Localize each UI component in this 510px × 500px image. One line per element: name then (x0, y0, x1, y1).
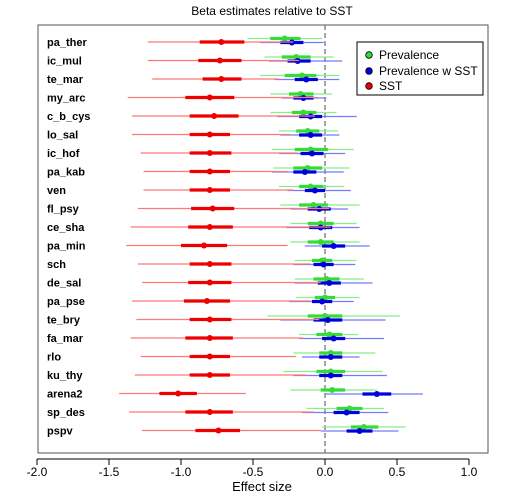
row-label-arena2: arena2 (47, 389, 82, 401)
point-prevalence-w-sst-arena2 (373, 391, 380, 397)
row-label-ven: ven (47, 185, 66, 197)
point-prevalence-fl-psy (310, 202, 317, 208)
point-prevalence-w-sst-te-mar (303, 76, 310, 83)
x-axis-label: Effect size (232, 479, 292, 494)
x-tick-label-1: -1.5 (99, 465, 120, 479)
point-sst-fa-mar (206, 335, 213, 341)
point-sst-de-sal (206, 279, 213, 286)
point-prevalence-te-mar (298, 72, 305, 79)
x-tick-label-3: -0.5 (243, 465, 264, 479)
point-sst-pa-kab (206, 168, 213, 175)
plot-area: pa_ther ic_mul te_mar my_arc c_b_cys lo_salic… (47, 25, 423, 453)
point-prevalence-w-sst-pa-min (330, 243, 337, 249)
point-sst-pa-ther (218, 39, 225, 45)
point-prevalence-w-sst-pa-kab (301, 169, 308, 175)
point-sst-ven (206, 187, 213, 193)
x-tick-label-0: -2.0 (27, 465, 48, 479)
point-prevalence-w-sst-ven (311, 187, 318, 194)
row-label-sch: sch (47, 259, 66, 271)
point-sst-sp-des (206, 409, 213, 415)
point-prevalence-w-sst-fa-mar (330, 335, 337, 342)
point-sst-ku-thy (206, 372, 213, 378)
legend-box (356, 41, 484, 96)
row-label-fl-psy: fl_psy (47, 204, 80, 216)
point-prevalence-w-sst-pspv (356, 428, 363, 434)
point-sst-te-bry (206, 316, 213, 323)
point-sst-te-mar (218, 76, 225, 82)
row-label-te-mar: te_mar (47, 74, 84, 86)
row-label-pa-ther: pa_ther (47, 37, 87, 49)
point-sst-ic-hof (206, 150, 213, 156)
point-sst-sch (206, 261, 213, 267)
point-prevalence-pspv (360, 424, 367, 430)
point-prevalence-w-sst-lo-sal (307, 132, 314, 138)
row-label-my-arc: my_arc (47, 93, 86, 105)
row-label-pa-pse: pa_pse (47, 296, 85, 308)
point-prevalence-w-sst-sch (320, 261, 327, 268)
legend-label-prevalence-w-sst: Prevalence w SST (379, 64, 478, 78)
point-prevalence-w-sst-ic-hof (309, 150, 316, 157)
x-tick-label-6: 1.0 (461, 465, 478, 479)
plot-frame (37, 24, 489, 454)
x-tick-label-5: 0.5 (389, 465, 406, 479)
row-label-lo-sal: lo_sal (47, 130, 78, 142)
point-sst-my-arc (206, 94, 213, 101)
row-label-pa-min: pa_min (47, 241, 86, 253)
row-label-ic-hof: ic_hof (47, 148, 80, 160)
row-label-c-b-cys: c_b_cys (47, 111, 90, 123)
row-label-rlo: rlo (47, 352, 61, 364)
row-label-ic-mul: ic_mul (47, 56, 82, 68)
row-label-ku-thy: ku_thy (47, 370, 83, 382)
point-prevalence-w-sst-de-sal (326, 280, 333, 286)
legend-marker-prevalence (365, 51, 373, 59)
x-axis: -2.0 -1.5 -1.0 -0.5 0.0 0.5 1.0 (27, 458, 478, 479)
x-tick-label-4: 0.0 (317, 465, 334, 479)
legend-label-prevalence: Prevalence (379, 48, 439, 62)
row-label-de-sal: de_sal (47, 278, 81, 290)
point-sst-lo-sal (206, 131, 213, 138)
row-label-ce-sha: ce_sha (47, 222, 85, 234)
point-prevalence-w-sst-rlo (327, 354, 334, 360)
legend: Prevalence Prevalence w SST SST (356, 41, 484, 96)
row-label-pspv: pspv (47, 426, 74, 438)
point-prevalence-fa-mar (326, 331, 333, 338)
row-label-te-bry: te_bry (47, 315, 81, 327)
point-sst-pspv (215, 427, 222, 434)
legend-label-sst: SST (379, 79, 403, 93)
point-sst-arena2 (175, 390, 182, 397)
point-prevalence-w-sst-sp-des (343, 409, 350, 416)
row-label-pa-kab: pa_kab (47, 167, 85, 179)
point-sst-pa-min (201, 242, 208, 249)
point-sst-rlo (206, 353, 213, 360)
point-prevalence-c-b-cys (300, 109, 307, 116)
point-sst-c-b-cys (211, 113, 218, 119)
row-label-sp-des: sp_des (47, 407, 85, 419)
point-prevalence-pa-ther (281, 35, 288, 42)
point-prevalence-ven (307, 183, 314, 190)
legend-marker-prevalence-w-sst (365, 67, 373, 75)
point-sst-ce-sha (206, 224, 213, 230)
point-prevalence-pa-min (317, 239, 324, 245)
legend-marker-sst (365, 82, 373, 90)
point-prevalence-w-sst-ku-thy (327, 372, 334, 379)
x-tick-label-2: -1.0 (171, 465, 192, 479)
point-sst-pa-pse (203, 298, 210, 304)
point-prevalence-w-sst-pa-pse (319, 298, 326, 305)
point-sst-fl-psy (209, 205, 216, 212)
row-label-fa-mar: fa_mar (47, 333, 84, 345)
point-sst-ic-mul (216, 57, 223, 64)
chart-title: Beta estimates relative to SST (191, 4, 353, 18)
point-prevalence-arena2 (329, 387, 336, 393)
point-prevalence-w-sst-te-bry (324, 317, 331, 323)
